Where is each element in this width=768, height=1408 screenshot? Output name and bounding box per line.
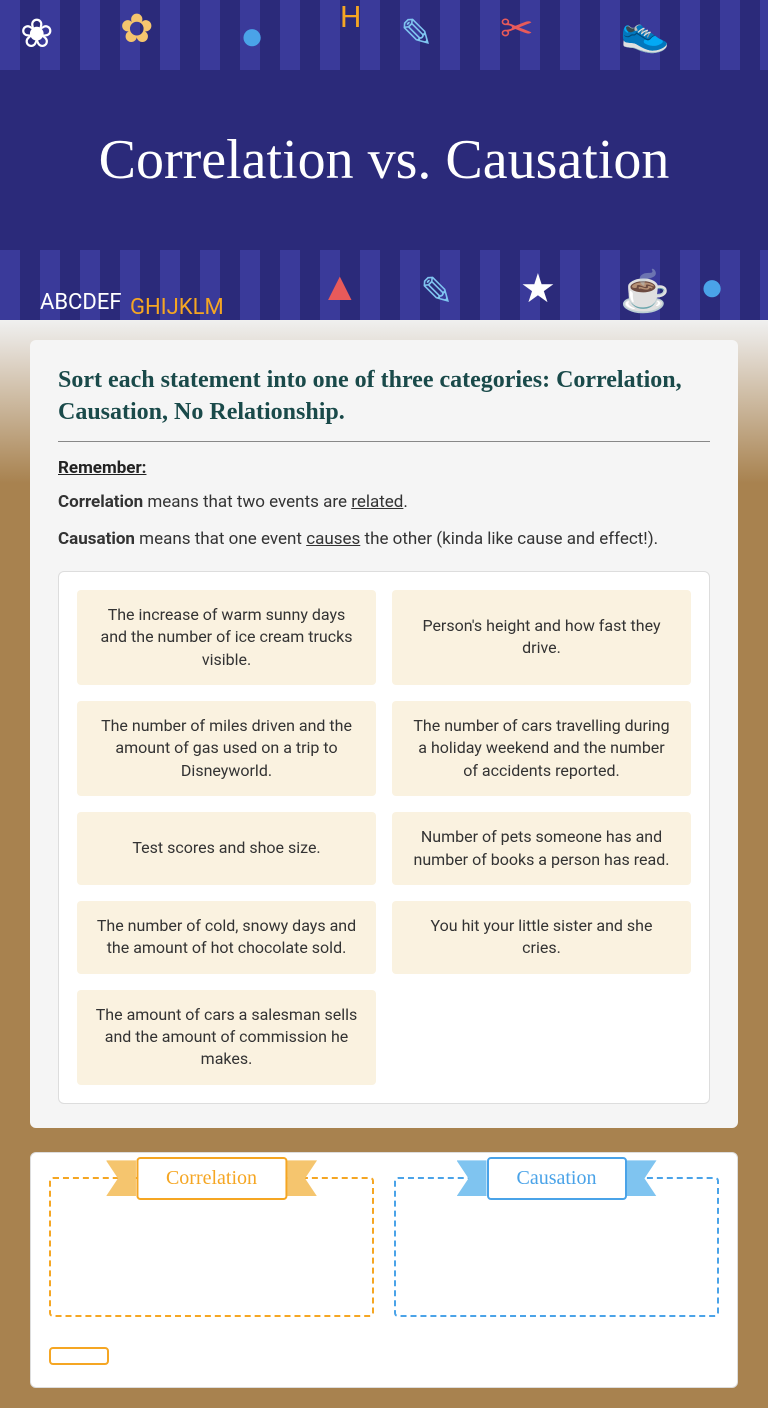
sortable-item[interactable]: The number of cold, snowy days and the a… [77, 901, 376, 974]
page-title: Correlation vs. Causation [99, 128, 670, 192]
sortable-item[interactable]: Test scores and shoe size. [77, 812, 376, 885]
header-decoration-top: ❀ ✿ ● H ✎ ✂ 👟 [0, 0, 768, 70]
items-grid: The increase of warm sunny days and the … [77, 590, 691, 1085]
dropzone-label: Causation [487, 1157, 627, 1200]
dropzones-card: Correlation Causation [30, 1152, 738, 1388]
causation-def-post: the other (kinda like cause and effect!)… [360, 529, 658, 549]
sortable-item[interactable]: You hit your little sister and she cries… [392, 901, 691, 974]
correlation-def-post: . [403, 492, 407, 512]
partial-dropzone [49, 1347, 109, 1365]
instruction-title: Sort each statement into one of three ca… [58, 364, 710, 442]
sortable-items-container: The increase of warm sunny days and the … [58, 571, 710, 1104]
causation-term: Causation [58, 529, 135, 549]
causation-definition: Causation means that one event causes th… [58, 527, 710, 553]
content-area: Sort each statement into one of three ca… [0, 320, 768, 1408]
instruction-card: Sort each statement into one of three ca… [30, 340, 738, 1128]
ribbon-left-icon [106, 1160, 136, 1196]
sortable-item[interactable]: The amount of cars a salesman sells and … [77, 990, 376, 1085]
partial-label [49, 1347, 109, 1365]
ribbon-right-icon [287, 1160, 317, 1196]
dropzones-grid: Correlation Causation [49, 1177, 719, 1317]
sortable-item[interactable]: The increase of warm sunny days and the … [77, 590, 376, 685]
correlation-term: Correlation [58, 492, 143, 512]
dropzone-banner: Causation [457, 1157, 657, 1200]
correlation-def-underline: related [351, 492, 403, 512]
sortable-item[interactable]: Number of pets someone has and number of… [392, 812, 691, 885]
dropzone-causation[interactable]: Causation [394, 1177, 719, 1317]
causation-def-pre: means that one event [135, 529, 306, 549]
sortable-item[interactable]: The number of miles driven and the amoun… [77, 701, 376, 796]
header-decoration-bottom: ABCDEF GHIJKLM ▲ ✎ ★ ☕ ● [0, 250, 768, 320]
correlation-definition: Correlation means that two events are re… [58, 490, 710, 516]
remember-label: Remember: [58, 458, 710, 478]
dropzone-label: Correlation [136, 1157, 287, 1200]
correlation-def-pre: means that two events are [143, 492, 351, 512]
sortable-item[interactable]: Person's height and how fast they drive. [392, 590, 691, 685]
causation-def-underline: causes [306, 529, 360, 549]
ribbon-left-icon [457, 1160, 487, 1196]
dropzone-correlation[interactable]: Correlation [49, 1177, 374, 1317]
header-banner: ❀ ✿ ● H ✎ ✂ 👟 Correlation vs. Causation … [0, 0, 768, 320]
ribbon-right-icon [627, 1160, 657, 1196]
sortable-item[interactable]: The number of cars travelling during a h… [392, 701, 691, 796]
dropzone-banner: Correlation [106, 1157, 317, 1200]
